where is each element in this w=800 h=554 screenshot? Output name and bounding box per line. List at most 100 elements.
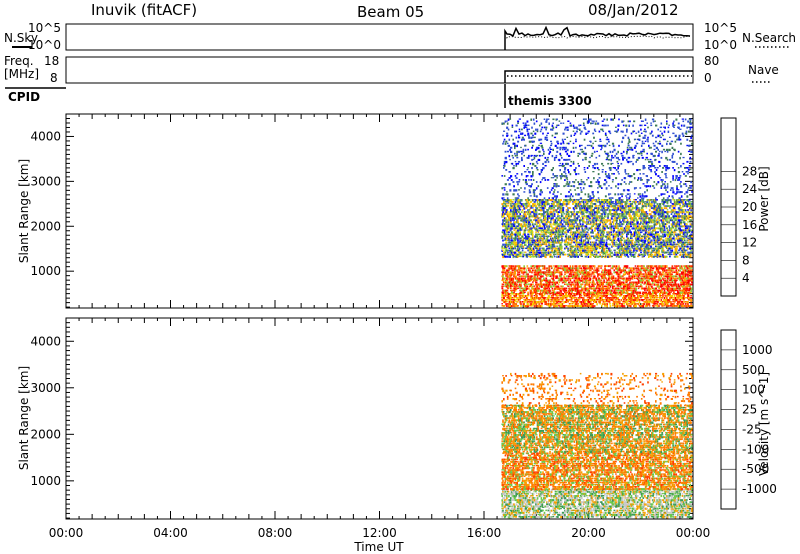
scatter-cell	[527, 305, 529, 308]
scatter-cell	[530, 245, 532, 248]
scatter-cell	[568, 223, 571, 226]
scatter-cell	[605, 273, 608, 275]
scatter-cell	[522, 219, 525, 222]
scatter-cell	[669, 281, 672, 284]
scatter-cell	[542, 241, 545, 244]
scatter-cell	[561, 235, 564, 238]
scatter-cell	[546, 235, 548, 237]
scatter-cell	[535, 213, 538, 216]
scatter-cell	[582, 217, 584, 220]
scatter-cell	[619, 285, 622, 288]
scatter-cell	[502, 291, 504, 294]
scatter-cell	[502, 243, 505, 246]
scatter-cell	[503, 223, 507, 225]
scatter-cell	[525, 199, 528, 201]
scatter-cell	[511, 241, 514, 244]
scatter-cell	[626, 273, 629, 275]
scatter-cell	[679, 275, 681, 278]
scatter-cell	[571, 281, 574, 284]
scatter-cell	[578, 245, 580, 248]
scatter-cell	[654, 277, 656, 280]
scatter-cell	[557, 305, 560, 307]
scatter-cell	[575, 237, 577, 240]
scatter-cell	[613, 287, 616, 290]
scatter-cell	[584, 211, 587, 214]
scatter-cell	[545, 217, 547, 219]
scatter-cell	[544, 215, 547, 218]
scatter-cell	[581, 215, 583, 218]
scatter-cell	[512, 289, 515, 292]
scatter-cell	[591, 199, 594, 202]
scatter-cell	[690, 303, 692, 305]
scatter-cell	[655, 299, 658, 301]
scatter-cell	[557, 253, 560, 255]
scatter-cell	[691, 275, 693, 278]
scatter-cell	[553, 209, 556, 212]
scatter-cell	[575, 225, 579, 228]
scatter-cell	[650, 269, 652, 271]
scatter-cell	[575, 265, 578, 268]
scatter-cell	[529, 291, 532, 293]
scatter-cell	[510, 217, 513, 220]
scatter-cell	[593, 269, 595, 271]
scatter-cell	[593, 229, 596, 232]
scatter-cell	[618, 299, 620, 301]
scatter-cell	[595, 249, 598, 252]
scatter-cell	[597, 255, 599, 258]
scatter-cell	[630, 287, 632, 290]
scatter-cell	[540, 231, 543, 233]
scatter-cell	[606, 279, 608, 282]
scatter-cell	[576, 217, 579, 220]
scatter-cell	[547, 249, 550, 252]
scatter-cell	[663, 305, 666, 307]
scatter-cell	[554, 233, 557, 236]
scatter-cell	[577, 273, 580, 276]
scatter-cell	[592, 203, 595, 205]
scatter-cell	[682, 271, 685, 274]
scatter-cell	[569, 255, 572, 258]
scatter-cell	[561, 273, 563, 276]
scatter-cell	[589, 279, 592, 281]
scatter-cell	[540, 219, 543, 222]
scatter-cell	[579, 247, 582, 249]
scatter-cell	[554, 201, 557, 203]
scatter-cell	[545, 201, 548, 203]
scatter-cell	[643, 299, 645, 301]
scatter-cell	[685, 277, 688, 280]
scatter-cell	[571, 221, 574, 223]
scatter-cell	[518, 265, 521, 268]
scatter-cell	[532, 279, 535, 282]
scatter-cell	[545, 301, 547, 304]
scatter-cell	[546, 271, 549, 273]
scatter-cell	[540, 273, 543, 275]
scatter-cell	[561, 215, 564, 217]
scatter-cell	[578, 199, 580, 201]
scatter-cell	[674, 289, 677, 292]
scatter-cell	[590, 291, 593, 293]
scatter-cell	[556, 209, 558, 211]
scatter-cell	[527, 277, 529, 280]
scatter-cell	[599, 283, 601, 286]
scatter-cell	[542, 239, 544, 242]
scatter-cell	[524, 229, 526, 232]
scatter-cell	[529, 239, 532, 241]
scatter-cell	[626, 291, 629, 294]
scatter-cell	[532, 283, 534, 285]
scatter-cell	[677, 305, 680, 308]
scatter-cell	[582, 223, 584, 226]
scatter-cell	[528, 285, 531, 288]
scatter-cell	[523, 231, 526, 234]
scatter-cell	[511, 273, 514, 276]
scatter-cell	[504, 299, 507, 302]
scatter-cell	[548, 273, 550, 275]
scatter-cell	[548, 227, 550, 229]
scatter-cell	[543, 241, 546, 244]
scatter-cell	[529, 231, 532, 233]
scatter-cell	[669, 305, 671, 307]
scatter-cell	[517, 247, 519, 250]
scatter-cell	[510, 271, 512, 274]
scatter-cell	[571, 287, 573, 290]
scatter-cell	[582, 275, 584, 277]
scatter-cell	[505, 217, 507, 220]
scatter-cell	[551, 255, 554, 259]
